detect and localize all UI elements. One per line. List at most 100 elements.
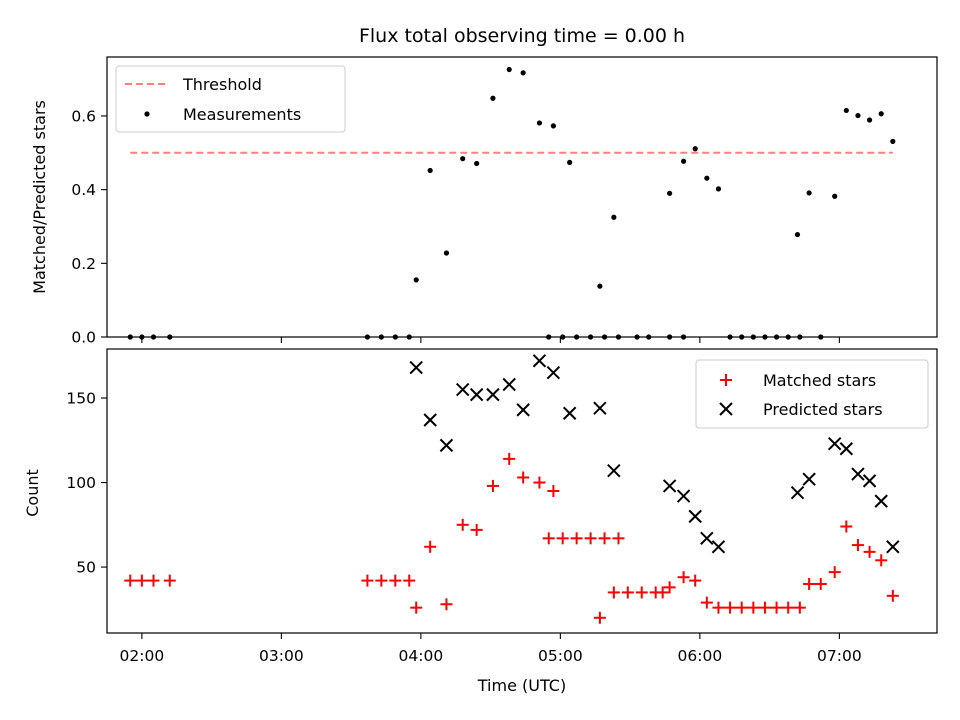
matched-star-point — [486, 479, 499, 492]
matched-star-point — [147, 574, 160, 587]
matched-star-point — [584, 532, 597, 545]
matched-star-point — [542, 532, 555, 545]
predicted-star-point — [886, 540, 900, 554]
matched-star-point — [840, 520, 853, 533]
measurement-point — [520, 70, 526, 76]
matched-star-point — [677, 571, 690, 584]
x-tick-label: 07:00 — [817, 647, 862, 665]
measurement-point — [855, 112, 861, 119]
y-tick-label: 0.4 — [71, 181, 96, 199]
predicted-star-point — [546, 365, 561, 380]
matched-star-point — [361, 574, 374, 587]
top-axes: 0.0 0.2 0.4 0.6 Matched/Predicted stars Thr… — [30, 56, 938, 347]
top-y-ticks: 0.0 0.2 0.4 0.6 — [71, 107, 107, 347]
matched-star-point — [828, 566, 841, 579]
measurements-legend-label: Measurements — [183, 105, 301, 124]
predicted-star-point — [439, 438, 454, 453]
measurement-point — [692, 146, 698, 152]
y-tick-label: 0.6 — [71, 107, 96, 125]
predicted-star-point — [423, 413, 437, 427]
matched-star-point — [598, 532, 611, 545]
predicted-star-point — [456, 382, 470, 397]
matched-star-point — [456, 518, 469, 531]
measurement-point — [550, 123, 556, 129]
top-legend-box — [115, 65, 346, 133]
matched-star-point — [814, 577, 827, 590]
top-axes-frame — [106, 56, 938, 338]
predicted-star-point — [839, 442, 854, 456]
measurement-point — [794, 231, 801, 238]
matched-star-point — [135, 574, 148, 587]
matched-star-point — [556, 532, 569, 545]
matched-star-point — [570, 532, 583, 545]
matched-star-point — [803, 577, 816, 590]
x-tick-label: 06:00 — [678, 647, 723, 665]
matched-star-point — [875, 554, 888, 567]
predicted-legend-label: Predicted stars — [763, 400, 883, 419]
y-tick-label: 50 — [76, 559, 96, 577]
matched-star-point — [612, 532, 625, 545]
predicted-star-point — [676, 489, 691, 503]
matched-star-point — [689, 574, 702, 587]
matched-star-point — [735, 601, 748, 614]
measurement-point — [506, 66, 512, 73]
predicted-star-point — [711, 540, 726, 554]
predicted-star-point — [862, 474, 877, 488]
measurement-point — [567, 159, 573, 165]
predicted-star-point — [802, 472, 816, 486]
measurement-point — [843, 107, 849, 114]
predicted-star-point — [700, 531, 714, 546]
predicted-star-point — [532, 354, 547, 368]
measurement-point — [443, 250, 450, 256]
top-y-axis-label: Matched/Predicted stars — [30, 100, 49, 294]
matched-star-point — [621, 586, 634, 599]
top-x-ticks — [141, 337, 840, 343]
predicted-star-point — [516, 403, 530, 417]
x-tick-label: 03:00 — [259, 647, 304, 665]
x-axis-label: Time (UTC) — [477, 676, 566, 695]
predicted-star-point — [607, 464, 621, 478]
matched-star-point — [712, 601, 725, 614]
bottom-x-ticks: 02:00 03:00 04:00 05:00 06:00 07:00 — [120, 633, 862, 665]
matched-star-point — [793, 601, 806, 614]
matched-star-point — [410, 601, 423, 614]
bottom-legend-box — [695, 359, 929, 429]
predicted-star-point — [486, 387, 500, 402]
bottom-axes-frame — [106, 348, 938, 634]
measurement-point — [878, 111, 884, 117]
matched-star-point — [770, 601, 783, 614]
measurement-point — [460, 156, 466, 162]
matched-legend-marker — [720, 374, 732, 386]
matched-star-point — [403, 574, 416, 587]
y-tick-label: 0.2 — [71, 255, 96, 273]
measurement-point — [890, 138, 896, 144]
threshold-legend-label: Threshold — [182, 75, 262, 94]
measurement-point — [490, 95, 496, 101]
x-tick-label: 02:00 — [120, 647, 165, 665]
measurement-point — [536, 120, 543, 126]
matched-star-point — [547, 485, 560, 497]
measurement-point — [427, 167, 433, 174]
measurement-point — [704, 175, 710, 181]
matched-star-point — [533, 476, 546, 489]
bottom-legend: Matched stars Predicted stars — [695, 359, 929, 429]
top-legend: Threshold Measurements — [115, 65, 346, 133]
matched-star-point — [503, 452, 516, 465]
matched-star-point — [424, 540, 437, 553]
predicted-star-point — [593, 401, 607, 415]
matched-legend-label: Matched stars — [763, 371, 876, 390]
predicted-star-point — [688, 509, 702, 524]
matched-star-point — [440, 598, 453, 611]
matched-star-point — [656, 586, 669, 599]
predicted-legend-marker — [719, 402, 733, 416]
matched-star-point — [470, 523, 483, 536]
matched-star-point — [724, 601, 737, 614]
matched-star-point — [389, 574, 402, 587]
y-tick-label: 150 — [66, 390, 96, 408]
matched-star-point — [163, 574, 176, 587]
measurement-point — [680, 158, 687, 164]
matched-star-point — [635, 586, 648, 599]
measurements-legend-marker — [144, 111, 150, 117]
matched-star-point — [124, 574, 137, 587]
